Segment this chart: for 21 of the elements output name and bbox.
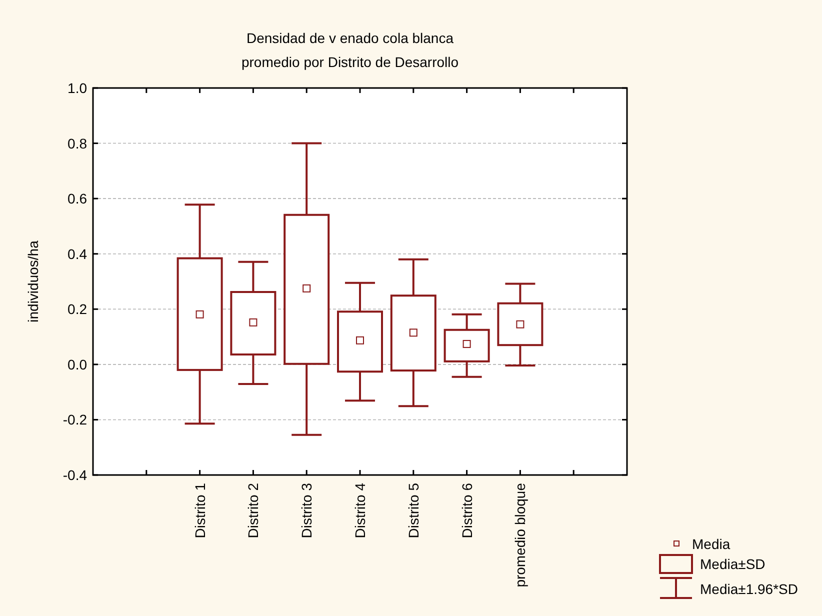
text: Media [692, 536, 730, 552]
x-tick-label: Distrito 5 [405, 482, 422, 538]
x-tick-label: promedio bloque [512, 482, 528, 588]
text: Media±SD [700, 556, 766, 572]
y-tick-label: 1.0 [68, 80, 88, 96]
y-axis-title: individuos/ha [25, 240, 41, 322]
x-tick-label: Distrito 6 [458, 482, 475, 538]
x-tick-label: Distrito 4 [352, 482, 368, 538]
y-tick-label: 0.4 [68, 246, 88, 262]
x-tick-label: Distrito 2 [245, 482, 262, 538]
chart-title: Densidad de v enado cola blanca [246, 30, 454, 46]
y-tick-label: 0.2 [68, 301, 88, 318]
x-tick-label: Distrito 3 [298, 482, 315, 538]
y-tick-label: 0.0 [68, 356, 88, 372]
y-tick-label: 0.6 [68, 190, 88, 207]
y-tick-label: -0.4 [62, 467, 88, 483]
chart-subtitle: promedio por Distrito de Desarrollo [241, 54, 459, 70]
x-tick-label: Distrito 1 [192, 482, 208, 538]
text: Media±1.96*SD [700, 581, 798, 597]
y-tick-label: 0.8 [68, 135, 88, 152]
y-tick-label: -0.2 [62, 412, 88, 428]
